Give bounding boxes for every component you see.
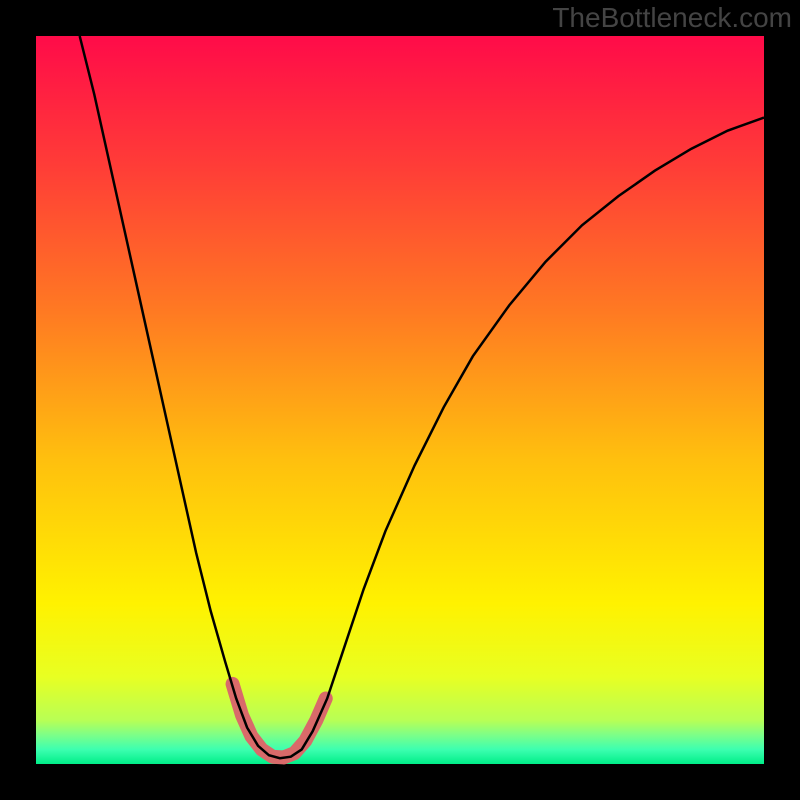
watermark-text: TheBottleneck.com [552, 2, 792, 34]
chart-plot-area [36, 36, 764, 764]
